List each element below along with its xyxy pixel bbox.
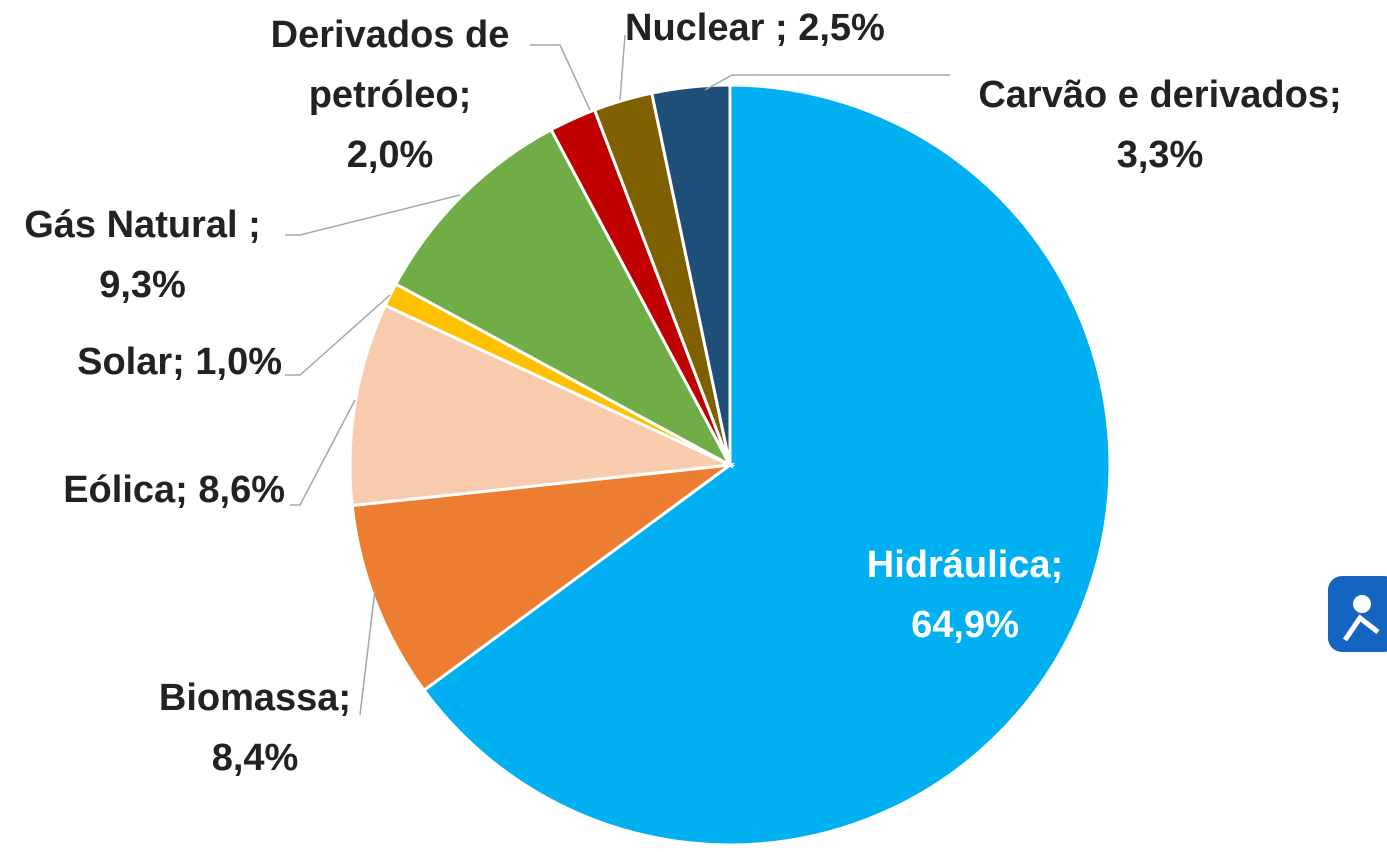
accessibility-icon[interactable] <box>1328 576 1387 652</box>
value-label: 2,5% <box>798 7 885 49</box>
value-label: 2,0% <box>245 125 535 185</box>
value-label: 1,0% <box>195 341 282 383</box>
slice-label: Gás Natural ;9,3% <box>0 195 285 315</box>
value-label: 64,9% <box>840 595 1090 655</box>
category-label: Eólica; <box>63 469 188 511</box>
category-label: Hidráulica; <box>840 535 1090 595</box>
leader-line <box>530 45 590 110</box>
value-label: 8,4% <box>130 728 380 788</box>
value-label: 8,6% <box>198 469 285 511</box>
value-label: 9,3% <box>0 255 285 315</box>
category-label: Nuclear ; <box>625 7 788 49</box>
value-label: 3,3% <box>940 125 1380 185</box>
category-label: Biomassa; <box>130 668 380 728</box>
category-label: Derivados de petróleo; <box>245 5 535 125</box>
leader-line <box>290 400 355 505</box>
slice-label: Solar; 1,0% <box>0 332 282 392</box>
slice-label: Eólica; 8,6% <box>0 460 285 520</box>
pie <box>350 85 1110 845</box>
category-label: Gás Natural ; <box>0 195 285 255</box>
slice-label: Derivados de petróleo;2,0% <box>245 5 535 185</box>
slice-label: Carvão e derivados;3,3% <box>940 65 1380 185</box>
category-label: Solar; <box>77 341 185 383</box>
category-label: Carvão e derivados; <box>940 65 1380 125</box>
slice-label: Nuclear ; 2,5% <box>625 0 945 58</box>
page: Hidráulica;64,9% Biomassa;8,4% Eólica; 8,6… <box>0 0 1387 852</box>
slice-label: Biomassa;8,4% <box>130 668 380 788</box>
slice-label: Hidráulica;64,9% <box>840 535 1090 655</box>
